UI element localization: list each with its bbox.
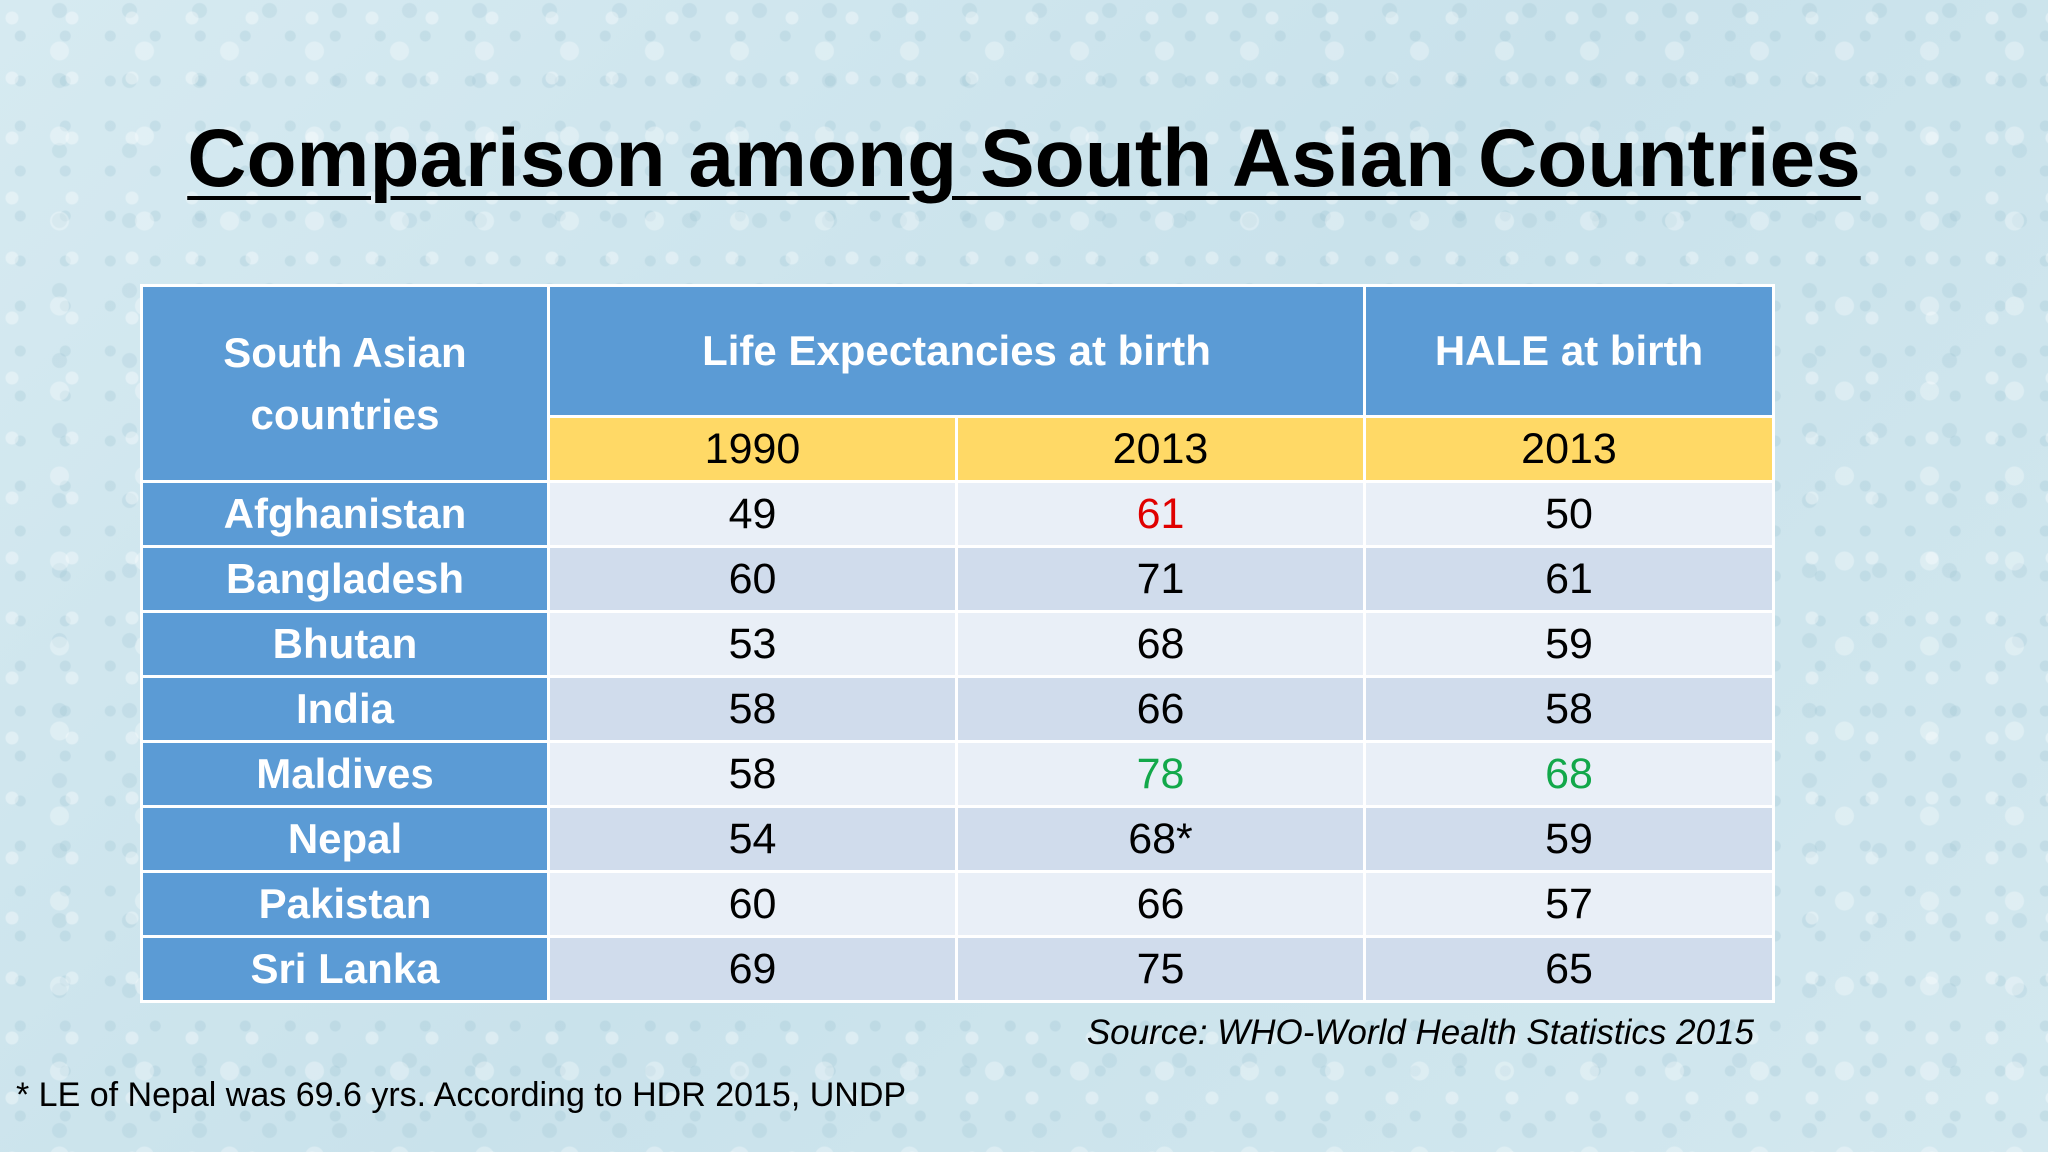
hale-2013-value: 50 <box>1363 480 1776 548</box>
country-name: India <box>140 675 550 743</box>
header-life-expectancy: Life Expectancies at birth <box>546 284 1367 418</box>
table-row: Pakistan 60 66 57 <box>140 870 1776 938</box>
header-country: South Asian countries <box>140 284 550 483</box>
source-citation: Source: WHO-World Health Statistics 2015 <box>1086 1013 1754 1052</box>
le-2013-value: 68* <box>954 805 1367 873</box>
country-name: Bhutan <box>140 610 550 678</box>
table-row: Sri Lanka 69 75 65 <box>140 935 1776 1003</box>
hale-2013-value: 68 <box>1363 740 1776 808</box>
footnote: * LE of Nepal was 69.6 yrs. According to… <box>16 1076 907 1114</box>
le-1990-value: 49 <box>547 480 958 548</box>
le-2013-value: 66 <box>954 675 1367 743</box>
le-1990-value: 69 <box>547 935 958 1003</box>
country-name: Sri Lanka <box>140 935 550 1003</box>
le-1990-value: 58 <box>547 675 958 743</box>
hale-2013-value: 65 <box>1363 935 1776 1003</box>
le-2013-value: 71 <box>954 545 1367 613</box>
country-name: Nepal <box>140 805 550 873</box>
hale-2013-value: 58 <box>1363 675 1776 743</box>
hale-2013-value: 61 <box>1363 545 1776 613</box>
le-1990-value: 58 <box>547 740 958 808</box>
hale-2013-value: 59 <box>1363 805 1776 873</box>
country-name: Maldives <box>140 740 550 808</box>
hale-2013-value: 57 <box>1363 870 1776 938</box>
table-row: Maldives 58 78 68 <box>140 740 1776 808</box>
le-1990-value: 54 <box>547 805 958 873</box>
slide-title: Comparison among South Asian Countries <box>0 118 2048 200</box>
country-name: Bangladesh <box>140 545 550 613</box>
table-row: Bangladesh 60 71 61 <box>140 545 1776 613</box>
table-row: Nepal 54 68* 59 <box>140 805 1776 873</box>
le-2013-value: 78 <box>954 740 1367 808</box>
country-name: Pakistan <box>140 870 550 938</box>
header-hale: HALE at birth <box>1363 284 1776 418</box>
hale-2013-value: 59 <box>1363 610 1776 678</box>
country-name: Afghanistan <box>140 480 550 548</box>
slide-title-text: Comparison among South Asian Countries <box>187 113 1861 204</box>
table-year-row: 1990 2013 2013 <box>142 415 1776 483</box>
table-header-row: South Asian countries Life Expectancies … <box>140 284 1776 483</box>
table-row: India 58 66 58 <box>140 675 1776 743</box>
le-1990-value: 60 <box>547 545 958 613</box>
le-1990-value: 60 <box>547 870 958 938</box>
le-1990-value: 53 <box>547 610 958 678</box>
le-2013-value: 75 <box>954 935 1367 1003</box>
year-le-2013: 2013 <box>954 415 1367 483</box>
year-hale-2013: 2013 <box>1363 415 1776 483</box>
table-row: Bhutan 53 68 59 <box>140 610 1776 678</box>
year-le-1990: 1990 <box>547 415 958 483</box>
le-2013-value: 66 <box>954 870 1367 938</box>
table-row: Afghanistan 49 61 50 <box>140 480 1776 548</box>
le-2013-value: 68 <box>954 610 1367 678</box>
comparison-table: South Asian countries Life Expectancies … <box>140 284 1776 1003</box>
le-2013-value: 61 <box>954 480 1367 548</box>
